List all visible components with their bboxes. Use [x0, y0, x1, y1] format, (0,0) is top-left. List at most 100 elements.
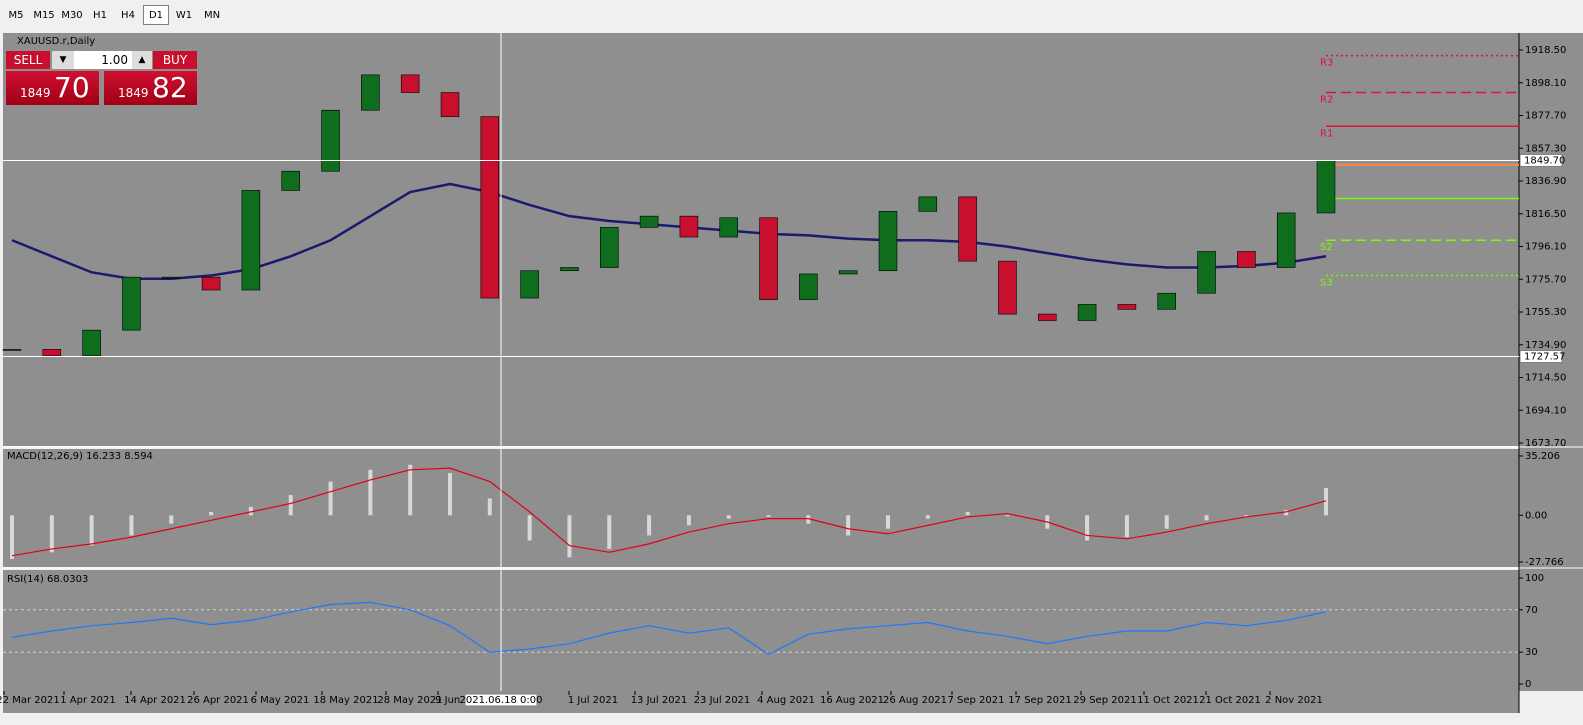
timeframe-button[interactable]: M5	[8, 10, 24, 21]
candle	[1276, 212, 1296, 268]
rsi-panel	[3, 570, 1519, 691]
candle	[122, 276, 141, 331]
buy-button[interactable]: BUY	[153, 51, 197, 69]
sell-price[interactable]: 1849 70	[6, 71, 99, 105]
pivot-label: R3	[1320, 58, 1333, 69]
sell-price-big: 1849	[20, 86, 51, 100]
macd-bar	[806, 515, 811, 524]
pivot-label: S2	[1320, 242, 1333, 253]
time-label: 22 Mar 2021	[0, 695, 60, 706]
candle	[440, 92, 460, 117]
macd-bar	[49, 515, 54, 553]
timeframe-button[interactable]: M15	[33, 10, 55, 21]
pivot-label: S3	[1320, 278, 1333, 289]
price-tag-label: 1849.70	[1524, 155, 1565, 166]
timeframe-button[interactable]: D1	[143, 5, 169, 25]
candle	[82, 329, 101, 357]
macd-label: MACD(12,26,9) 16.233 8.594	[7, 451, 153, 462]
time-label: 14 Apr 2021	[124, 695, 186, 706]
time-label: 21 Oct 2021	[1199, 695, 1261, 706]
macd-bar	[1284, 510, 1289, 516]
macd-bar	[607, 515, 612, 549]
candle	[321, 109, 340, 172]
pivot-label: R2	[1320, 95, 1333, 106]
price-tag-label: 1727.57	[1524, 352, 1565, 363]
time-label: 29 Sep 2021	[1073, 695, 1136, 706]
time-label: 1 Jul 2021	[568, 695, 618, 706]
lot-input[interactable]: 1.00	[74, 51, 132, 69]
candle	[719, 217, 738, 238]
lot-up[interactable]: ▲	[132, 51, 152, 69]
macd-bar	[527, 515, 532, 541]
candle	[560, 267, 579, 272]
timeframe-button[interactable]: H1	[93, 10, 107, 21]
candle	[480, 116, 500, 299]
price-axis-label: 1857.30	[1525, 143, 1566, 154]
candle	[1077, 304, 1097, 321]
buy-price-pips: 82	[152, 71, 188, 104]
macd-bar	[1005, 515, 1010, 517]
price-axis-label: 70	[1525, 605, 1538, 616]
timeframe-button[interactable]: M30	[61, 10, 83, 21]
macd-signal	[11, 467, 1327, 557]
price-axis-label: -27.766	[1525, 557, 1564, 568]
candle	[1237, 251, 1256, 268]
macd-bar	[686, 515, 691, 526]
timeframe-button[interactable]: W1	[175, 10, 193, 21]
macd-bar	[89, 515, 94, 546]
candle	[281, 170, 300, 191]
candle	[1157, 292, 1176, 310]
time-label: 17 Sep 2021	[1008, 695, 1071, 706]
time-label: 9 Jun 2021	[435, 695, 489, 706]
candle	[201, 276, 221, 291]
time-label: 26 Aug 2021	[883, 695, 947, 706]
macd-bar	[129, 515, 134, 536]
timeframe-button[interactable]: MN	[203, 10, 221, 21]
candle	[639, 215, 659, 228]
macd-bar	[1244, 515, 1249, 517]
price-axis-label: 1898.10	[1525, 78, 1566, 89]
time-label: 13 Jul 2021	[631, 695, 688, 706]
price-axis-label: 1918.50	[1525, 45, 1566, 56]
price-axis-label: 1775.70	[1525, 274, 1566, 285]
macd-bar	[209, 511, 214, 516]
macd-bar	[448, 473, 452, 516]
timeframe-button[interactable]: H4	[121, 10, 135, 21]
macd-bar	[487, 498, 492, 516]
time-label: 2 Nov 2021	[1265, 695, 1323, 706]
chart-window: XAUUSD.r,Daily MACD(12,26,9) 16.233 8.59…	[0, 30, 1583, 725]
macd-bar	[647, 515, 652, 536]
buy-price[interactable]: 1849 82	[104, 71, 197, 105]
candle	[361, 74, 380, 111]
macd-bar	[1324, 487, 1328, 516]
macd-bar	[726, 515, 731, 519]
candle	[1316, 160, 1336, 214]
price-tag	[1519, 350, 1563, 364]
price-axis-label: 1877.70	[1525, 111, 1566, 122]
price-axis-label: 30	[1525, 647, 1538, 658]
candle	[520, 270, 539, 299]
lot-down[interactable]: ▼	[52, 51, 74, 69]
crosshair-time-label: 2021.06.18 0:00	[460, 695, 543, 706]
time-label: 26 Apr 2021	[187, 695, 249, 706]
macd-bar	[288, 495, 293, 516]
candle	[759, 217, 778, 300]
price-axis-label: 1673.70	[1525, 438, 1566, 449]
price-axis-label: 0	[1525, 679, 1531, 690]
macd-bar	[1085, 515, 1090, 541]
candle	[998, 260, 1017, 315]
rsi-label: RSI(14) 68.0303	[7, 574, 88, 585]
macd-bar	[1204, 515, 1209, 521]
time-label: 7 Sep 2021	[947, 695, 1004, 706]
macd-bar	[846, 515, 851, 536]
sell-button[interactable]: SELL	[6, 51, 50, 69]
price-axis-label: 1836.90	[1525, 176, 1566, 187]
macd-bar	[10, 515, 14, 560]
macd-bar	[766, 515, 771, 517]
price-tag	[1519, 153, 1563, 167]
price-axis-label: 1694.10	[1525, 405, 1566, 416]
price-axis-label: 1796.10	[1525, 242, 1566, 253]
candle	[241, 190, 261, 291]
macd-bar	[248, 506, 253, 516]
